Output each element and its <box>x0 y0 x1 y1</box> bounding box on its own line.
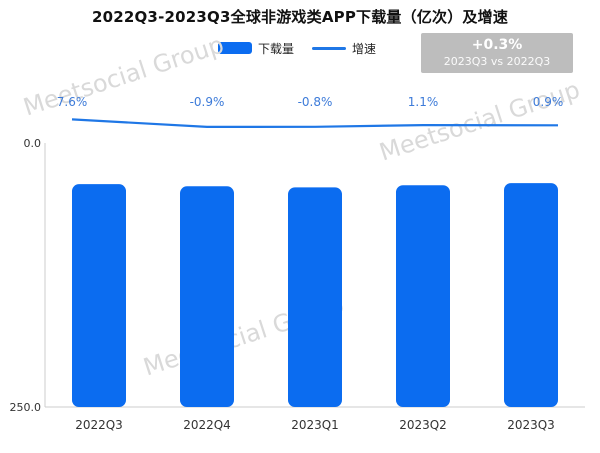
legend-item-downloads[interactable]: 下载量 <box>218 40 294 57</box>
legend-bar-swatch <box>218 42 252 54</box>
legend-label-downloads: 下载量 <box>258 41 295 56</box>
legend-label-growth: 增速 <box>352 41 377 56</box>
summary-value: +0.3% <box>471 37 523 53</box>
legend-line-swatch <box>312 46 347 50</box>
x-tick-label: 2023Q3 <box>507 418 555 432</box>
growth-data-label: 0.9% <box>533 95 564 109</box>
x-tick-label: 2022Q4 <box>183 418 231 432</box>
line-growth[interactable] <box>71 118 559 128</box>
growth-data-label: 1.1% <box>408 95 439 109</box>
y-tick-label: 250.0 <box>10 401 42 414</box>
x-tick-label: 2022Q3 <box>75 418 123 432</box>
bar-downloads[interactable] <box>180 186 234 407</box>
x-tick-label: 2023Q1 <box>291 418 339 432</box>
growth-data-label: -0.8% <box>298 95 333 109</box>
bar-downloads[interactable] <box>504 183 558 407</box>
chart-title: 2022Q3-2023Q3全球非游戏类APP下载量（亿次）及增速 <box>91 8 509 26</box>
y-tick-label: 0.0 <box>24 137 42 150</box>
bar-downloads[interactable] <box>396 185 450 407</box>
summary-box: +0.3% 2023Q3 vs 2022Q3 <box>421 33 573 73</box>
bar-downloads[interactable] <box>288 187 342 407</box>
growth-data-label: -0.9% <box>190 95 225 109</box>
x-tick-label: 2023Q2 <box>399 418 447 432</box>
summary-caption: 2023Q3 vs 2022Q3 <box>443 55 551 68</box>
bar-downloads[interactable] <box>72 184 126 407</box>
growth-data-label: 7.6% <box>57 95 88 109</box>
legend-item-growth[interactable]: 增速 <box>312 40 376 57</box>
legend: 下载量 增速 <box>218 40 394 56</box>
